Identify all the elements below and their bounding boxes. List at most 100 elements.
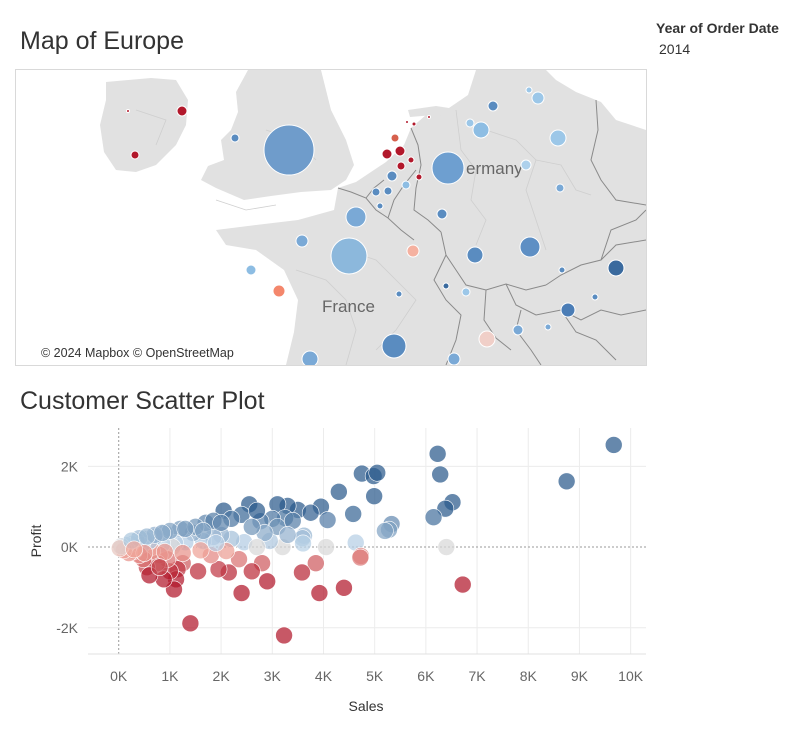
scatter-point[interactable] — [604, 436, 623, 454]
scatter-point[interactable] — [344, 505, 362, 523]
map-bubble[interactable] — [263, 124, 315, 176]
map-bubble[interactable] — [555, 183, 565, 193]
map-bubble[interactable] — [447, 352, 461, 365]
scatter-point[interactable] — [275, 626, 293, 645]
scatter-point[interactable] — [453, 575, 472, 594]
year-filter[interactable]: Year of Order Date 2014 — [656, 20, 806, 57]
scatter-point[interactable] — [181, 614, 200, 633]
map-bubble[interactable] — [396, 161, 406, 171]
scatter-point[interactable] — [301, 503, 320, 522]
scatter-point[interactable] — [232, 584, 251, 602]
map-bubble[interactable] — [512, 324, 524, 336]
map-bubble[interactable] — [519, 236, 541, 258]
scatter-point[interactable] — [153, 524, 172, 542]
scatter-point[interactable] — [317, 538, 335, 556]
scatter-points[interactable] — [110, 436, 623, 645]
map-bubble[interactable] — [381, 148, 393, 160]
map-bubble[interactable] — [386, 170, 398, 182]
map-bubble[interactable] — [478, 330, 496, 348]
map-bubble[interactable] — [371, 187, 381, 197]
map-bubble[interactable] — [272, 284, 286, 298]
map-bubble[interactable] — [230, 133, 240, 143]
scatter-point[interactable] — [428, 445, 447, 463]
scatter-point[interactable] — [243, 562, 261, 581]
map-bubbles[interactable] — [126, 86, 625, 365]
scatter-point[interactable] — [248, 501, 266, 520]
map-bubble[interactable] — [436, 208, 448, 220]
scatter-point[interactable] — [191, 541, 210, 560]
scatter-point[interactable] — [155, 543, 174, 561]
scatter-point[interactable] — [294, 534, 312, 553]
map-bubble[interactable] — [407, 156, 415, 164]
scatter-point[interactable] — [176, 520, 195, 538]
map-bubble[interactable] — [465, 118, 475, 128]
map-bubble[interactable] — [558, 266, 566, 274]
scatter-point[interactable] — [431, 465, 450, 484]
map-bubble[interactable] — [301, 350, 319, 365]
scatter-point[interactable] — [307, 554, 325, 572]
scatter-point[interactable] — [293, 563, 311, 582]
scatter-point[interactable] — [207, 534, 225, 552]
scatter-point[interactable] — [335, 579, 353, 597]
scatter-point[interactable] — [258, 572, 276, 591]
map-bubble[interactable] — [330, 237, 368, 275]
map-bubble[interactable] — [381, 333, 407, 359]
map-bubble[interactable] — [487, 100, 499, 112]
scatter-canvas[interactable]: 0K 1K 2K 3K 4K 5K 6K 7K 8K 9K 10K 2K 0K -2K Sales Pro… — [0, 420, 811, 739]
filter-value[interactable]: 2014 — [659, 41, 691, 57]
scatter-point[interactable] — [318, 511, 337, 529]
map-bubble[interactable] — [549, 129, 567, 147]
map-bubble[interactable] — [525, 86, 533, 94]
map-bubble[interactable] — [472, 121, 490, 139]
scatter-point[interactable] — [557, 472, 576, 491]
scatter-point[interactable] — [248, 538, 266, 556]
map-bubble[interactable] — [520, 159, 532, 171]
scatter-point[interactable] — [437, 538, 456, 556]
map-bubble[interactable] — [406, 244, 420, 258]
map-bubble[interactable] — [176, 105, 188, 117]
map-bubble[interactable] — [245, 264, 257, 276]
map-bubble[interactable] — [130, 150, 140, 160]
map-bubble[interactable] — [544, 323, 552, 331]
scatter-point[interactable] — [330, 482, 348, 501]
map-bubble[interactable] — [295, 234, 309, 248]
map-bubble[interactable] — [607, 259, 625, 277]
scatter-point[interactable] — [243, 518, 261, 536]
map-bubble[interactable] — [531, 91, 545, 105]
map-bubble[interactable] — [405, 120, 409, 124]
map-bubble[interactable] — [345, 206, 367, 228]
map-bubble[interactable] — [461, 287, 471, 297]
scatter-point[interactable] — [230, 550, 248, 568]
map-bubble[interactable] — [376, 202, 384, 210]
map-bubble[interactable] — [383, 186, 393, 196]
map-bubble[interactable] — [560, 302, 576, 318]
scatter-point[interactable] — [150, 558, 169, 577]
scatter-point[interactable] — [125, 540, 143, 559]
map-bubble[interactable] — [401, 180, 411, 190]
scatter-point[interactable] — [310, 584, 329, 602]
map-bubble[interactable] — [411, 121, 417, 127]
scatter-point[interactable] — [368, 463, 387, 482]
scatter-point[interactable] — [173, 544, 192, 562]
map-canvas[interactable]: France ermany — [16, 70, 646, 365]
map-bubble[interactable] — [442, 282, 450, 290]
map-bubble[interactable] — [466, 246, 484, 264]
map-bubble[interactable] — [427, 115, 431, 119]
map-bubble[interactable] — [395, 290, 403, 298]
map-bubble[interactable] — [390, 133, 400, 143]
scatter-point[interactable] — [138, 527, 156, 546]
scatter-point[interactable] — [365, 487, 383, 506]
map-attribution[interactable]: © 2024 Mapbox © OpenStreetMap — [36, 345, 239, 361]
map-bubble[interactable] — [591, 293, 599, 301]
scatter-plot[interactable]: 0K 1K 2K 3K 4K 5K 6K 7K 8K 9K 10K 2K 0K -2K Sales Pro… — [0, 420, 811, 739]
scatter-point[interactable] — [209, 560, 228, 579]
scatter-point[interactable] — [278, 526, 297, 544]
scatter-point[interactable] — [376, 522, 394, 540]
scatter-point[interactable] — [424, 508, 443, 526]
scatter-point[interactable] — [212, 514, 230, 532]
scatter-point[interactable] — [351, 548, 370, 567]
scatter-point[interactable] — [194, 522, 212, 540]
map-bubble[interactable] — [415, 173, 423, 181]
europe-map[interactable]: France ermany — [15, 69, 647, 366]
scatter-point[interactable] — [189, 562, 207, 581]
